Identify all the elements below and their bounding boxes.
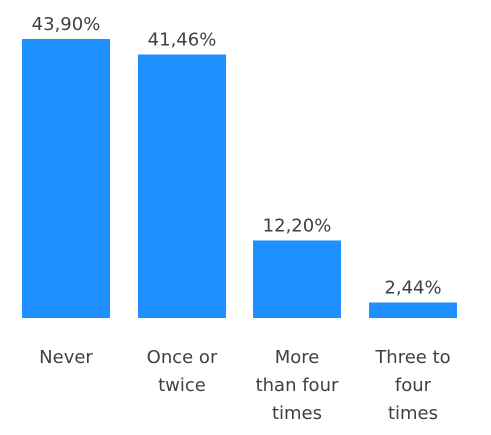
bars-group: [22, 39, 457, 319]
category-label-3: More than four times: [256, 347, 339, 424]
bar-4: [369, 302, 457, 318]
category-label-line: times: [388, 403, 438, 424]
category-label-line: More: [275, 347, 320, 368]
category-label-line: than four: [256, 375, 339, 396]
data-label-1: 43,90%: [32, 14, 101, 35]
bar-1: [22, 39, 110, 318]
category-label-line: Three to: [374, 347, 450, 368]
category-label-4: Three to four times: [374, 347, 450, 424]
category-label-line: four: [395, 375, 432, 396]
bar-2: [138, 54, 226, 319]
data-label-4: 2,44%: [384, 277, 441, 298]
category-label-line: Once or: [147, 347, 218, 368]
data-label-3: 12,20%: [263, 215, 332, 236]
bar-3: [253, 240, 341, 318]
category-label-line: times: [272, 403, 322, 424]
data-label-2: 41,46%: [148, 30, 217, 51]
category-label-1: Never: [39, 347, 93, 368]
value-labels-group: 43,90% 41,46% 12,20% 2,44%: [32, 14, 442, 298]
category-label-line: twice: [158, 375, 206, 396]
category-label-2: Once or twice: [147, 347, 218, 396]
category-label-line: Never: [39, 347, 93, 368]
